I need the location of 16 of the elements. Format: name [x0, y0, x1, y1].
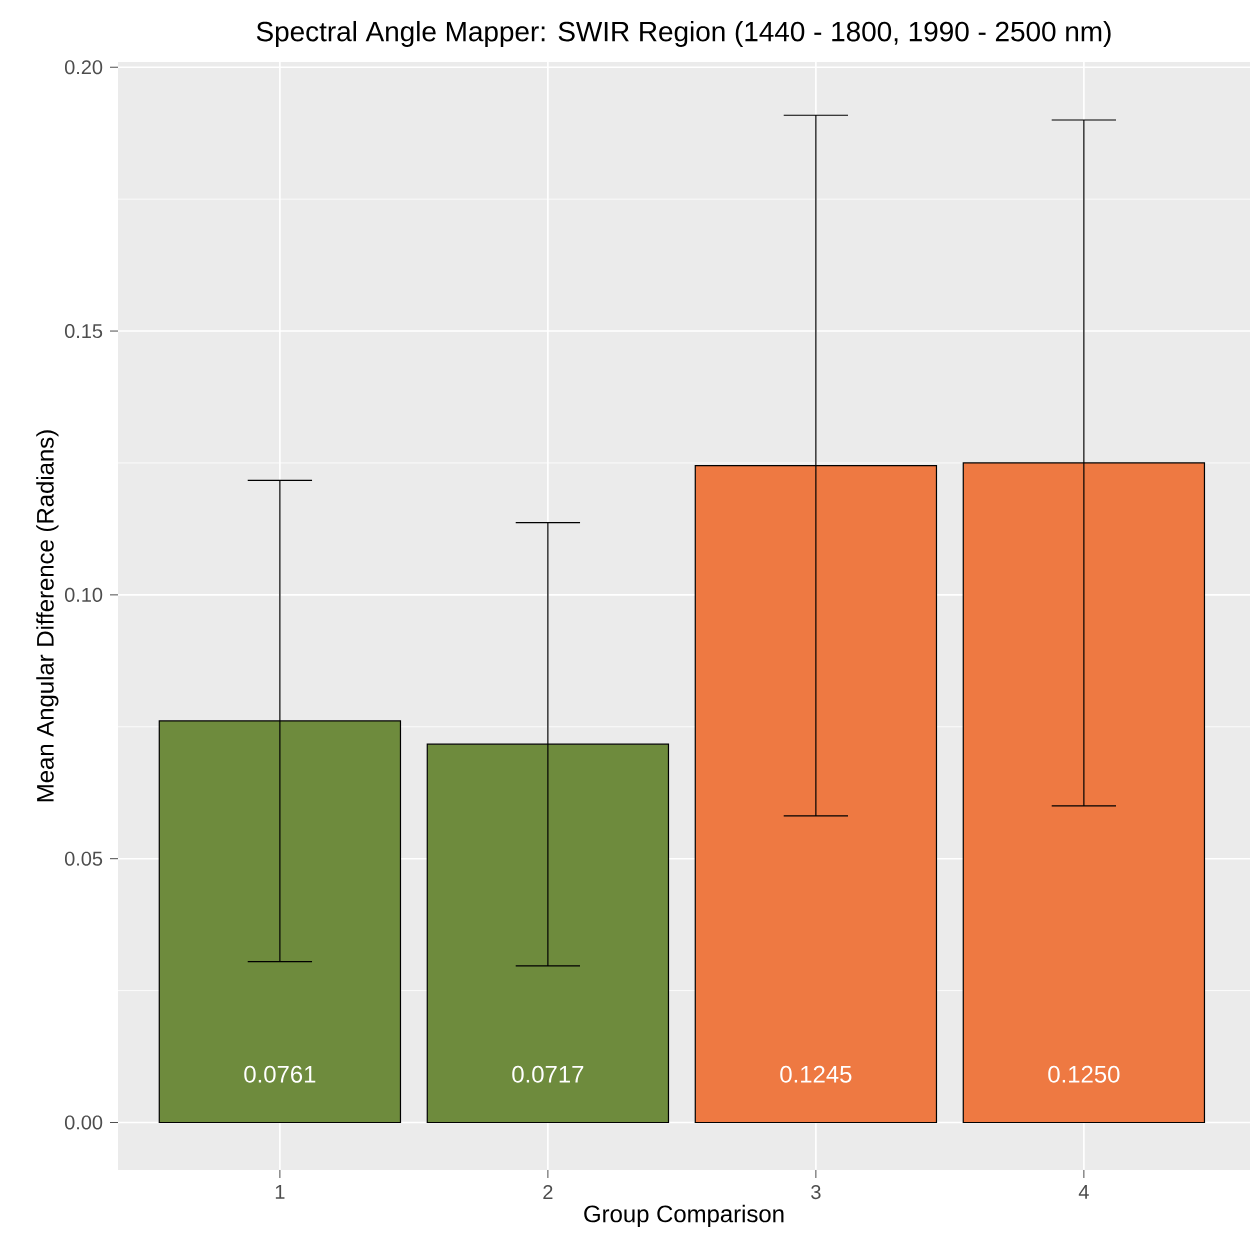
chart-title: Spectral Angle Mapper: SWIR Region (1440 - 1800, 1990 - 2500 nm) [256, 20, 1111, 47]
data-label: 0.0761 [244, 1065, 316, 1083]
y-tick-label: 0.15 [64, 324, 103, 339]
data-label: 0.1250 [1048, 1065, 1120, 1083]
x-tick-label: 3 [811, 1185, 821, 1200]
y-axis-title: Mean Angular Difference (Radians) [36, 430, 59, 802]
data-label: 0.0717 [512, 1065, 584, 1083]
x-axis-title: Group Comparison [584, 1204, 784, 1228]
data-label: 0.1245 [780, 1065, 852, 1083]
x-tick-label: 4 [1078, 1185, 1089, 1199]
y-tick-label: 0.00 [64, 1115, 103, 1130]
y-tick-label: 0.05 [64, 851, 103, 866]
x-tick-label: 1 [275, 1185, 285, 1199]
y-tick-label: 0.20 [64, 60, 103, 75]
y-tick-label: 0.10 [64, 587, 103, 602]
x-tick-label: 2 [543, 1185, 553, 1199]
